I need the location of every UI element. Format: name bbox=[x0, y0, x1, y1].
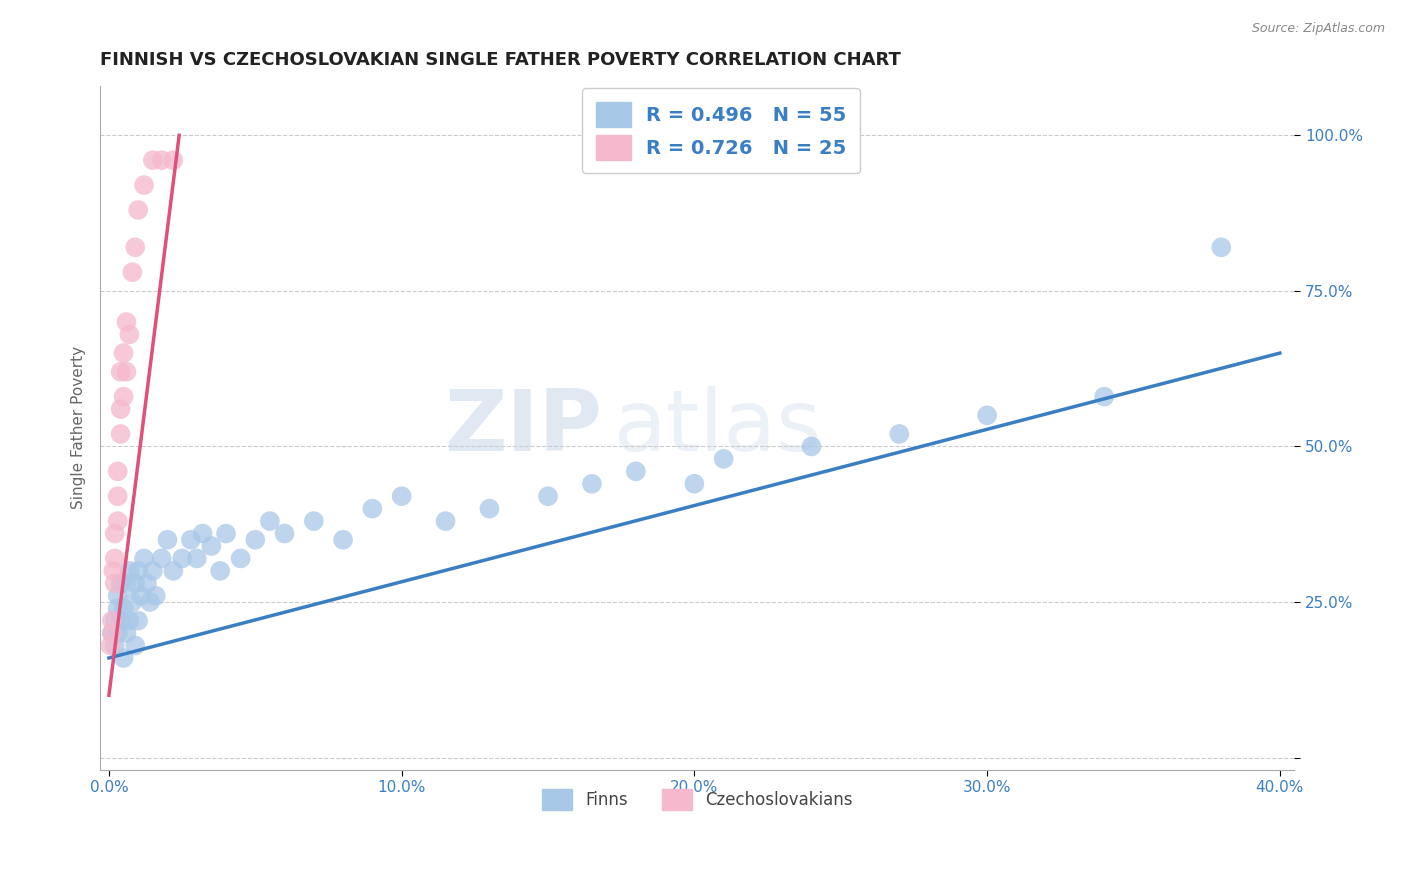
Point bbox=[121, 595, 143, 609]
Point bbox=[1092, 390, 1115, 404]
Point bbox=[129, 589, 152, 603]
Point bbox=[104, 639, 127, 653]
Point bbox=[112, 346, 135, 360]
Point bbox=[581, 476, 603, 491]
Point bbox=[361, 501, 384, 516]
Point bbox=[110, 365, 132, 379]
Text: FINNISH VS CZECHOSLOVAKIAN SINGLE FATHER POVERTY CORRELATION CHART: FINNISH VS CZECHOSLOVAKIAN SINGLE FATHER… bbox=[100, 51, 901, 69]
Point bbox=[110, 427, 132, 442]
Point bbox=[103, 564, 125, 578]
Point bbox=[245, 533, 267, 547]
Point bbox=[118, 564, 141, 578]
Point bbox=[112, 651, 135, 665]
Text: atlas: atlas bbox=[613, 386, 821, 469]
Point bbox=[200, 539, 222, 553]
Point bbox=[139, 595, 162, 609]
Point bbox=[100, 639, 122, 653]
Text: ZIP: ZIP bbox=[444, 386, 602, 469]
Point bbox=[107, 589, 129, 603]
Point bbox=[101, 626, 124, 640]
Point bbox=[180, 533, 202, 547]
Point bbox=[132, 551, 155, 566]
Point bbox=[302, 514, 325, 528]
Point bbox=[172, 551, 194, 566]
Point bbox=[127, 202, 149, 217]
Point bbox=[107, 464, 129, 478]
Point bbox=[683, 476, 706, 491]
Point bbox=[150, 153, 173, 168]
Point bbox=[624, 464, 647, 478]
Point bbox=[110, 576, 132, 591]
Legend: Finns, Czechoslovakians: Finns, Czechoslovakians bbox=[529, 775, 866, 823]
Point bbox=[110, 402, 132, 417]
Point bbox=[273, 526, 295, 541]
Point bbox=[107, 601, 129, 615]
Point bbox=[101, 614, 124, 628]
Point bbox=[104, 551, 127, 566]
Point bbox=[101, 626, 124, 640]
Point bbox=[162, 564, 184, 578]
Point bbox=[124, 639, 146, 653]
Point bbox=[115, 315, 138, 329]
Point bbox=[889, 427, 911, 442]
Point bbox=[124, 576, 146, 591]
Point bbox=[142, 153, 165, 168]
Point bbox=[186, 551, 208, 566]
Point bbox=[127, 614, 149, 628]
Point bbox=[118, 614, 141, 628]
Point bbox=[115, 576, 138, 591]
Point bbox=[112, 390, 135, 404]
Point bbox=[127, 564, 149, 578]
Point bbox=[145, 589, 167, 603]
Point bbox=[136, 576, 159, 591]
Point bbox=[124, 240, 146, 254]
Point bbox=[976, 409, 998, 423]
Point bbox=[107, 514, 129, 528]
Point bbox=[142, 564, 165, 578]
Point bbox=[162, 153, 184, 168]
Point bbox=[259, 514, 281, 528]
Point bbox=[110, 614, 132, 628]
Point bbox=[107, 626, 129, 640]
Point bbox=[107, 489, 129, 503]
Point bbox=[104, 576, 127, 591]
Point bbox=[215, 526, 238, 541]
Point bbox=[800, 439, 823, 453]
Point bbox=[150, 551, 173, 566]
Point bbox=[121, 265, 143, 279]
Point bbox=[156, 533, 179, 547]
Point bbox=[104, 614, 127, 628]
Point bbox=[191, 526, 214, 541]
Point bbox=[115, 365, 138, 379]
Point bbox=[115, 626, 138, 640]
Point bbox=[537, 489, 560, 503]
Text: Source: ZipAtlas.com: Source: ZipAtlas.com bbox=[1251, 22, 1385, 36]
Point bbox=[229, 551, 252, 566]
Point bbox=[132, 178, 155, 192]
Point bbox=[434, 514, 457, 528]
Point bbox=[112, 601, 135, 615]
Point bbox=[1211, 240, 1233, 254]
Y-axis label: Single Father Poverty: Single Father Poverty bbox=[72, 346, 86, 509]
Point bbox=[209, 564, 232, 578]
Point bbox=[391, 489, 413, 503]
Point bbox=[478, 501, 501, 516]
Point bbox=[332, 533, 354, 547]
Point bbox=[713, 451, 735, 466]
Point bbox=[118, 327, 141, 342]
Point bbox=[104, 526, 127, 541]
